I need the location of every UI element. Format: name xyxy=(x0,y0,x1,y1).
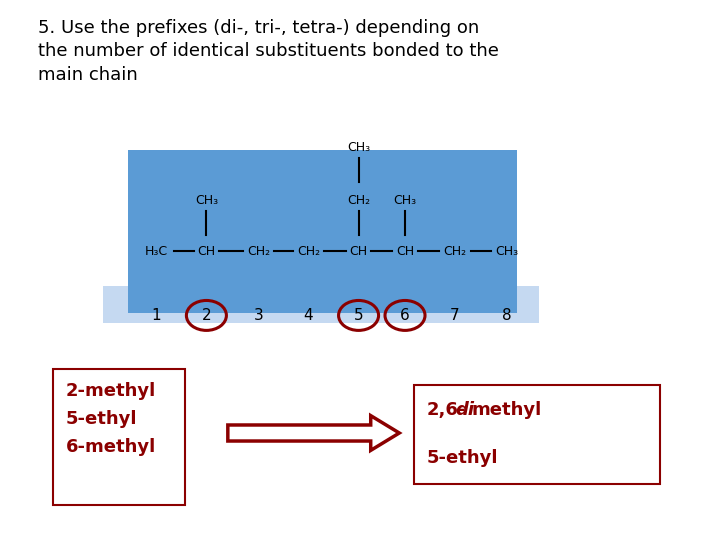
Text: H₃C: H₃C xyxy=(145,245,168,258)
Text: 7: 7 xyxy=(450,308,460,323)
Text: 2-methyl
5-ethyl
6-methyl: 2-methyl 5-ethyl 6-methyl xyxy=(66,382,156,456)
Bar xyxy=(103,286,539,323)
Text: CH₂: CH₂ xyxy=(247,245,270,258)
Text: methyl: methyl xyxy=(472,401,541,419)
Text: CH₃: CH₃ xyxy=(393,194,417,207)
Text: CH₃: CH₃ xyxy=(347,141,370,154)
Bar xyxy=(413,385,660,484)
Text: CH₂: CH₂ xyxy=(347,194,370,207)
Text: di: di xyxy=(456,401,474,419)
Text: CH₂: CH₂ xyxy=(444,245,467,258)
Bar xyxy=(128,150,517,313)
Text: CH₃: CH₃ xyxy=(495,245,518,258)
Text: 2,6-: 2,6- xyxy=(426,401,466,419)
Text: 5-ethyl: 5-ethyl xyxy=(426,449,498,467)
Text: 3: 3 xyxy=(253,308,264,323)
Text: CH: CH xyxy=(349,245,368,258)
Text: 6: 6 xyxy=(400,308,410,323)
Text: CH: CH xyxy=(396,245,414,258)
Text: 5: 5 xyxy=(354,308,364,323)
Text: 4: 4 xyxy=(304,308,313,323)
Text: 5. Use the prefixes (di-, tri-, tetra-) depending on
the number of identical sub: 5. Use the prefixes (di-, tri-, tetra-) … xyxy=(38,19,500,84)
Text: 1: 1 xyxy=(152,308,161,323)
Text: 8: 8 xyxy=(502,308,511,323)
Text: CH: CH xyxy=(197,245,215,258)
Text: 2: 2 xyxy=(202,308,211,323)
Text: CH₂: CH₂ xyxy=(297,245,320,258)
Bar xyxy=(53,369,185,505)
Text: CH₃: CH₃ xyxy=(195,194,218,207)
FancyArrow shape xyxy=(228,416,400,450)
